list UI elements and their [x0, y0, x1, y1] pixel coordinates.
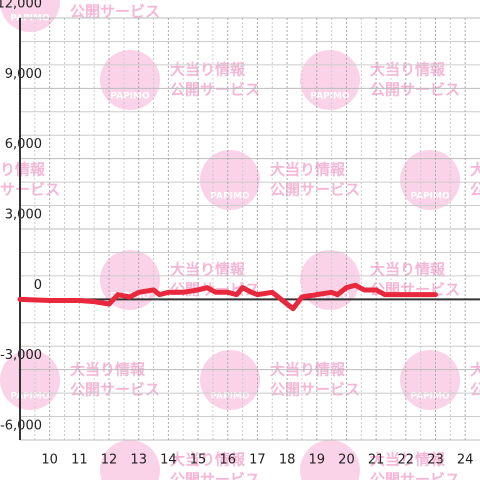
x-tick-label: 12: [101, 453, 118, 468]
watermark-text: 公開サービス: [270, 381, 360, 399]
x-tick-label: 18: [279, 453, 296, 468]
y-tick-label: -6,000: [0, 419, 42, 434]
watermark-text: 大当り情報: [370, 61, 446, 79]
watermark-brand: PAPIMO: [10, 392, 50, 402]
x-tick-label: 10: [41, 453, 58, 468]
watermark-text: 大当り情報: [270, 161, 346, 179]
x-tick-label: 11: [71, 453, 88, 468]
watermark-text: 公開サービス: [170, 471, 260, 480]
watermark-badge: [200, 350, 260, 410]
watermark-text: 大当り情報: [170, 61, 246, 79]
watermark-badge: [400, 350, 460, 410]
y-tick-label: 6,000: [5, 137, 42, 152]
watermark-text: 大当り情報: [170, 451, 246, 469]
x-tick-label: 23: [427, 453, 444, 468]
watermark-text: 公開サービス: [70, 381, 160, 399]
watermark-text: 公開サービス: [370, 471, 460, 480]
watermark-badge: [400, 150, 460, 210]
x-tick-label: 14: [160, 453, 177, 468]
x-tick-label: 20: [338, 453, 355, 468]
watermark-brand: PAPIMO: [310, 92, 350, 102]
watermark-brand: PAPIMO: [210, 192, 250, 202]
y-tick-label: -3,000: [0, 348, 42, 363]
watermark-badge: [300, 440, 360, 480]
watermark-brand: PAPIMO: [410, 192, 450, 202]
data-line: [17, 282, 438, 312]
x-tick-label: 19: [309, 453, 326, 468]
watermark-text: 大当り情報: [370, 451, 446, 469]
y-tick-label: 3,000: [5, 208, 42, 223]
watermark-text: 大当り情報: [470, 161, 480, 179]
watermark-badge: [0, 350, 60, 410]
x-tick-label: 15: [190, 453, 207, 468]
watermark-text: 大当り情報: [70, 0, 146, 1]
y-tick-label: 9,000: [5, 67, 42, 82]
watermark-text: 大当り情報: [170, 261, 246, 279]
y-tick-label: 12,000: [0, 0, 42, 12]
x-tick-label: 13: [130, 453, 147, 468]
watermark-brand: PAPIMO: [410, 392, 450, 402]
watermark-text: 公開サービス: [270, 181, 360, 199]
x-tick-label: 24: [457, 453, 474, 468]
watermark-text: 公開サービス: [470, 181, 480, 199]
watermark-text: 公開サービス: [170, 81, 260, 99]
watermark-badge: [100, 440, 160, 480]
watermark-badge: [0, 0, 60, 32]
x-tick-label: 16: [219, 453, 236, 468]
x-tick-label: 17: [249, 453, 266, 468]
x-tick-label: 21: [368, 453, 385, 468]
watermark-text: 公開サービス: [470, 381, 480, 399]
watermark-text: 大当り情報: [0, 161, 46, 179]
x-tick-label: 22: [398, 453, 415, 468]
watermark-text: 公開サービス: [70, 3, 160, 21]
watermark-brand: PAPIMO: [310, 292, 350, 302]
watermark-badge: [200, 150, 260, 210]
watermark-text: 大当り情報: [370, 261, 446, 279]
watermark-text: 公開サービス: [0, 181, 60, 199]
watermark-text: 公開サービス: [370, 81, 460, 99]
watermark-brand: PAPIMO: [210, 392, 250, 402]
y-tick-label: 0: [34, 278, 42, 293]
watermark-brand: PAPIMO: [110, 92, 150, 102]
